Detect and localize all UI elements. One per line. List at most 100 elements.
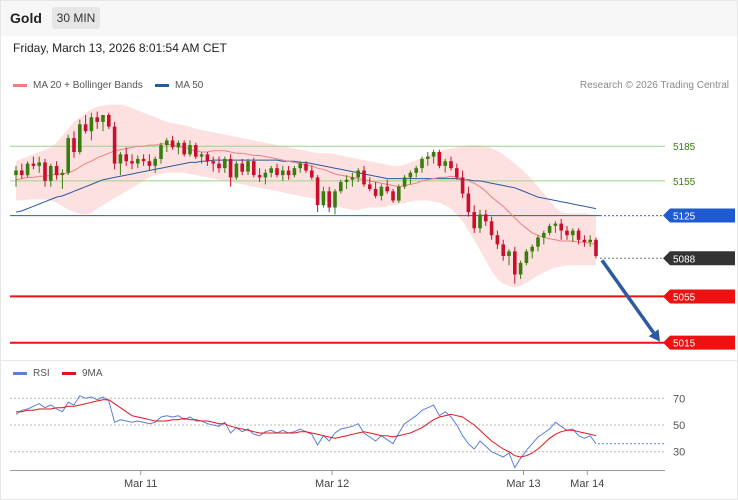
rsi-tick-50: 50 <box>673 420 685 432</box>
candle-body <box>269 168 273 173</box>
candles-group <box>14 111 598 284</box>
candle-body <box>141 158 146 162</box>
candle-body <box>460 177 465 194</box>
candle-body <box>484 214 488 222</box>
candle-body <box>281 170 285 176</box>
candle-body <box>60 172 65 176</box>
candle-body <box>501 244 505 256</box>
candle-body <box>136 158 140 164</box>
projection-arrow-line <box>600 259 656 334</box>
candle-body <box>240 163 244 172</box>
candle-body <box>49 165 53 181</box>
candle-body <box>530 246 534 252</box>
x-tick-label: Mar 14 <box>570 478 604 490</box>
candle-body <box>472 212 476 229</box>
candle-body <box>95 117 99 122</box>
ma20-label: MA 20 + Bollinger Bands <box>33 80 143 91</box>
candle-body <box>542 232 546 238</box>
rsi-ma-label: 9MA <box>82 368 103 379</box>
candle-body <box>89 117 94 132</box>
candle-body <box>257 175 262 178</box>
candle-body <box>582 239 587 243</box>
candle-body <box>547 226 552 233</box>
candle-body <box>112 126 117 164</box>
rsi-swatch <box>13 372 27 375</box>
candle-body <box>211 161 215 164</box>
candle-body <box>124 154 128 162</box>
candle-body <box>223 158 227 169</box>
candle-body <box>170 140 175 148</box>
candle-body <box>327 191 331 208</box>
candle-body <box>559 223 563 231</box>
candle-body <box>43 162 47 181</box>
legend-rsi-ma: 9MA <box>62 368 103 379</box>
candle-body <box>536 237 540 247</box>
price-tag-bg-5125 <box>663 208 735 223</box>
candle-body <box>344 179 349 182</box>
candle-body <box>373 189 378 196</box>
candle-body <box>565 230 569 236</box>
candle-body <box>20 170 24 176</box>
x-tick-label: Mar 12 <box>315 478 349 490</box>
candle-body <box>199 154 204 157</box>
ma50-label: MA 50 <box>175 80 204 91</box>
candle-body <box>228 158 233 178</box>
candle-body <box>489 221 494 236</box>
candle-body <box>414 168 418 173</box>
candle-body <box>275 168 279 176</box>
candle-body <box>14 170 18 176</box>
candle-body <box>339 182 343 192</box>
candle-body <box>437 152 442 166</box>
candle-body <box>292 168 297 176</box>
candle-body <box>391 191 395 201</box>
candle-body <box>298 163 302 169</box>
candle-body <box>118 154 123 164</box>
price-tag-5185: 5185 <box>673 142 696 153</box>
candle-body <box>553 223 558 226</box>
candle-body <box>420 158 424 169</box>
candle-body <box>426 156 430 159</box>
candle-body <box>246 161 250 172</box>
candle-body <box>443 161 447 166</box>
candle-body <box>159 145 163 159</box>
rsi-ma-line <box>16 399 597 458</box>
candle-body <box>455 168 459 178</box>
candle-body <box>107 115 111 127</box>
candle-body <box>362 170 366 185</box>
rsi-tick-70: 70 <box>673 393 685 405</box>
candle-body <box>333 191 337 208</box>
rsi-label: RSI <box>33 368 50 379</box>
price-tag-5125: 5125 <box>673 212 696 223</box>
candle-body <box>130 161 134 164</box>
candle-body <box>286 170 291 176</box>
candle-body <box>321 191 326 206</box>
candle-body <box>379 186 384 196</box>
candle-body <box>165 140 169 145</box>
candle-body <box>385 186 389 192</box>
candle-body <box>513 251 517 275</box>
legend-rsi: RSI <box>13 368 50 379</box>
price-tag-5088: 5088 <box>673 254 696 265</box>
candle-body <box>188 145 192 155</box>
candle-body <box>304 163 308 171</box>
candle-body <box>78 124 82 152</box>
projection-arrow-head <box>648 329 660 342</box>
price-tag-5055: 5055 <box>673 292 696 303</box>
timeframe-button[interactable]: 30 MIN <box>52 7 100 29</box>
ma50-swatch <box>155 84 169 87</box>
candle-body <box>315 177 320 206</box>
candle-body <box>205 154 210 162</box>
candle-body <box>72 138 76 152</box>
rsi-tick-30: 30 <box>673 447 685 459</box>
candle-body <box>310 170 314 178</box>
candle-body <box>83 124 88 132</box>
candle-body <box>368 184 372 189</box>
ma20-swatch <box>13 84 27 87</box>
candle-body <box>397 186 401 201</box>
candle-body <box>408 172 413 178</box>
candle-body <box>524 251 529 263</box>
candle-body <box>176 142 181 148</box>
price-tag-5015: 5015 <box>673 339 696 350</box>
candle-body <box>252 161 256 176</box>
